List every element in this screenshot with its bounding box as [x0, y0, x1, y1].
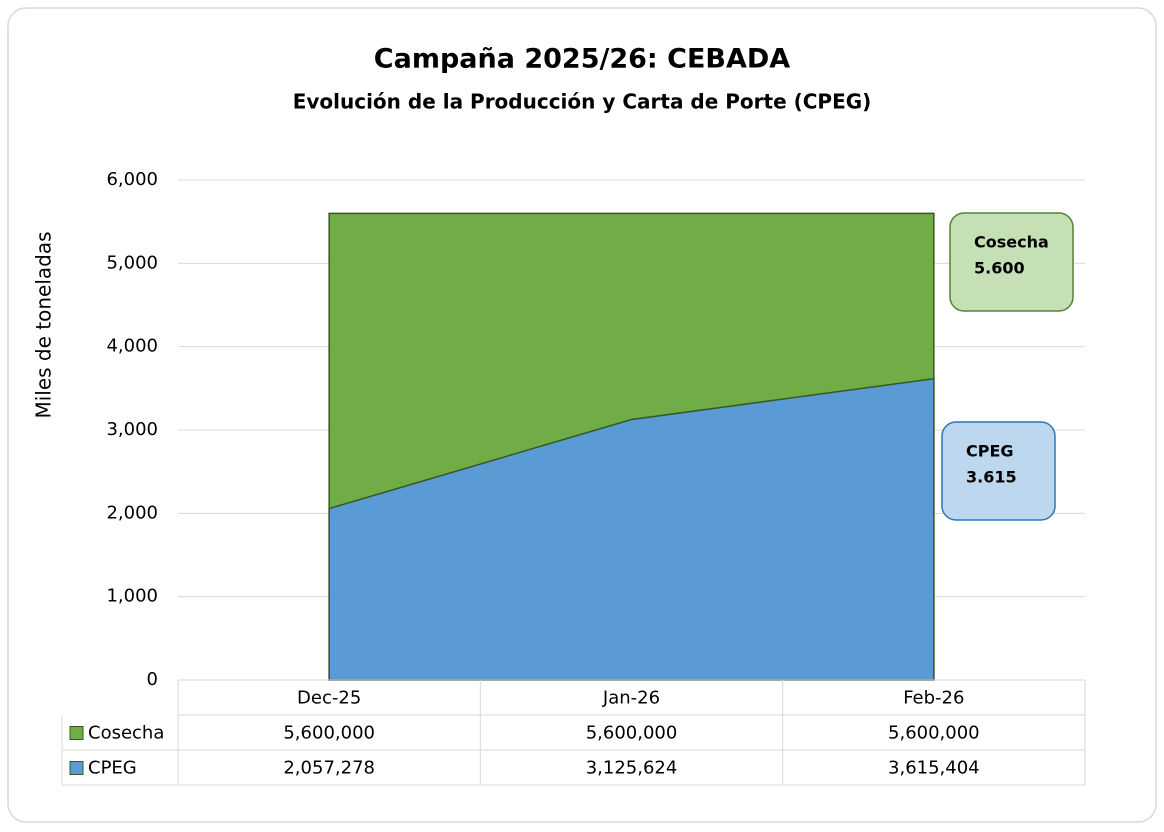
callout-value: 5.600 [974, 259, 1025, 278]
legend-label: CPEG [88, 758, 137, 779]
y-tick-label: 3,000 [106, 419, 158, 440]
legend-label: Cosecha [88, 723, 164, 744]
legend-swatch [69, 761, 84, 775]
y-tick-label: 1,000 [106, 586, 158, 607]
legend-swatch [69, 726, 84, 740]
y-tick-label: 6,000 [106, 169, 158, 190]
table-value: 2,057,278 [283, 758, 375, 779]
callout-label: Cosecha [974, 233, 1049, 252]
y-tick-label: 2,000 [106, 502, 158, 523]
y-tick-label: 5,000 [106, 252, 158, 273]
table-value: 5,600,000 [586, 723, 678, 744]
table-value: 5,600,000 [283, 723, 375, 744]
table-value: 3,615,404 [888, 758, 980, 779]
y-tick-label: 0 [147, 669, 158, 690]
table-value: 3,125,624 [586, 758, 678, 779]
callout-label: CPEG [966, 442, 1014, 461]
chart-title: Campaña 2025/26: CEBADA [374, 44, 790, 75]
callout-box [941, 421, 1056, 521]
callout-box [949, 212, 1074, 312]
y-tick-label: 4,000 [106, 336, 158, 357]
x-tick-label: Jan-26 [602, 688, 660, 709]
x-tick-label: Feb-26 [903, 688, 964, 709]
chart-subtitle: Evolución de la Producción y Carta de Po… [293, 90, 872, 114]
callout-value: 3.615 [966, 468, 1017, 487]
x-tick-label: Dec-25 [297, 688, 361, 709]
table-value: 5,600,000 [888, 723, 980, 744]
y-axis-title: Miles de toneladas [32, 231, 56, 418]
